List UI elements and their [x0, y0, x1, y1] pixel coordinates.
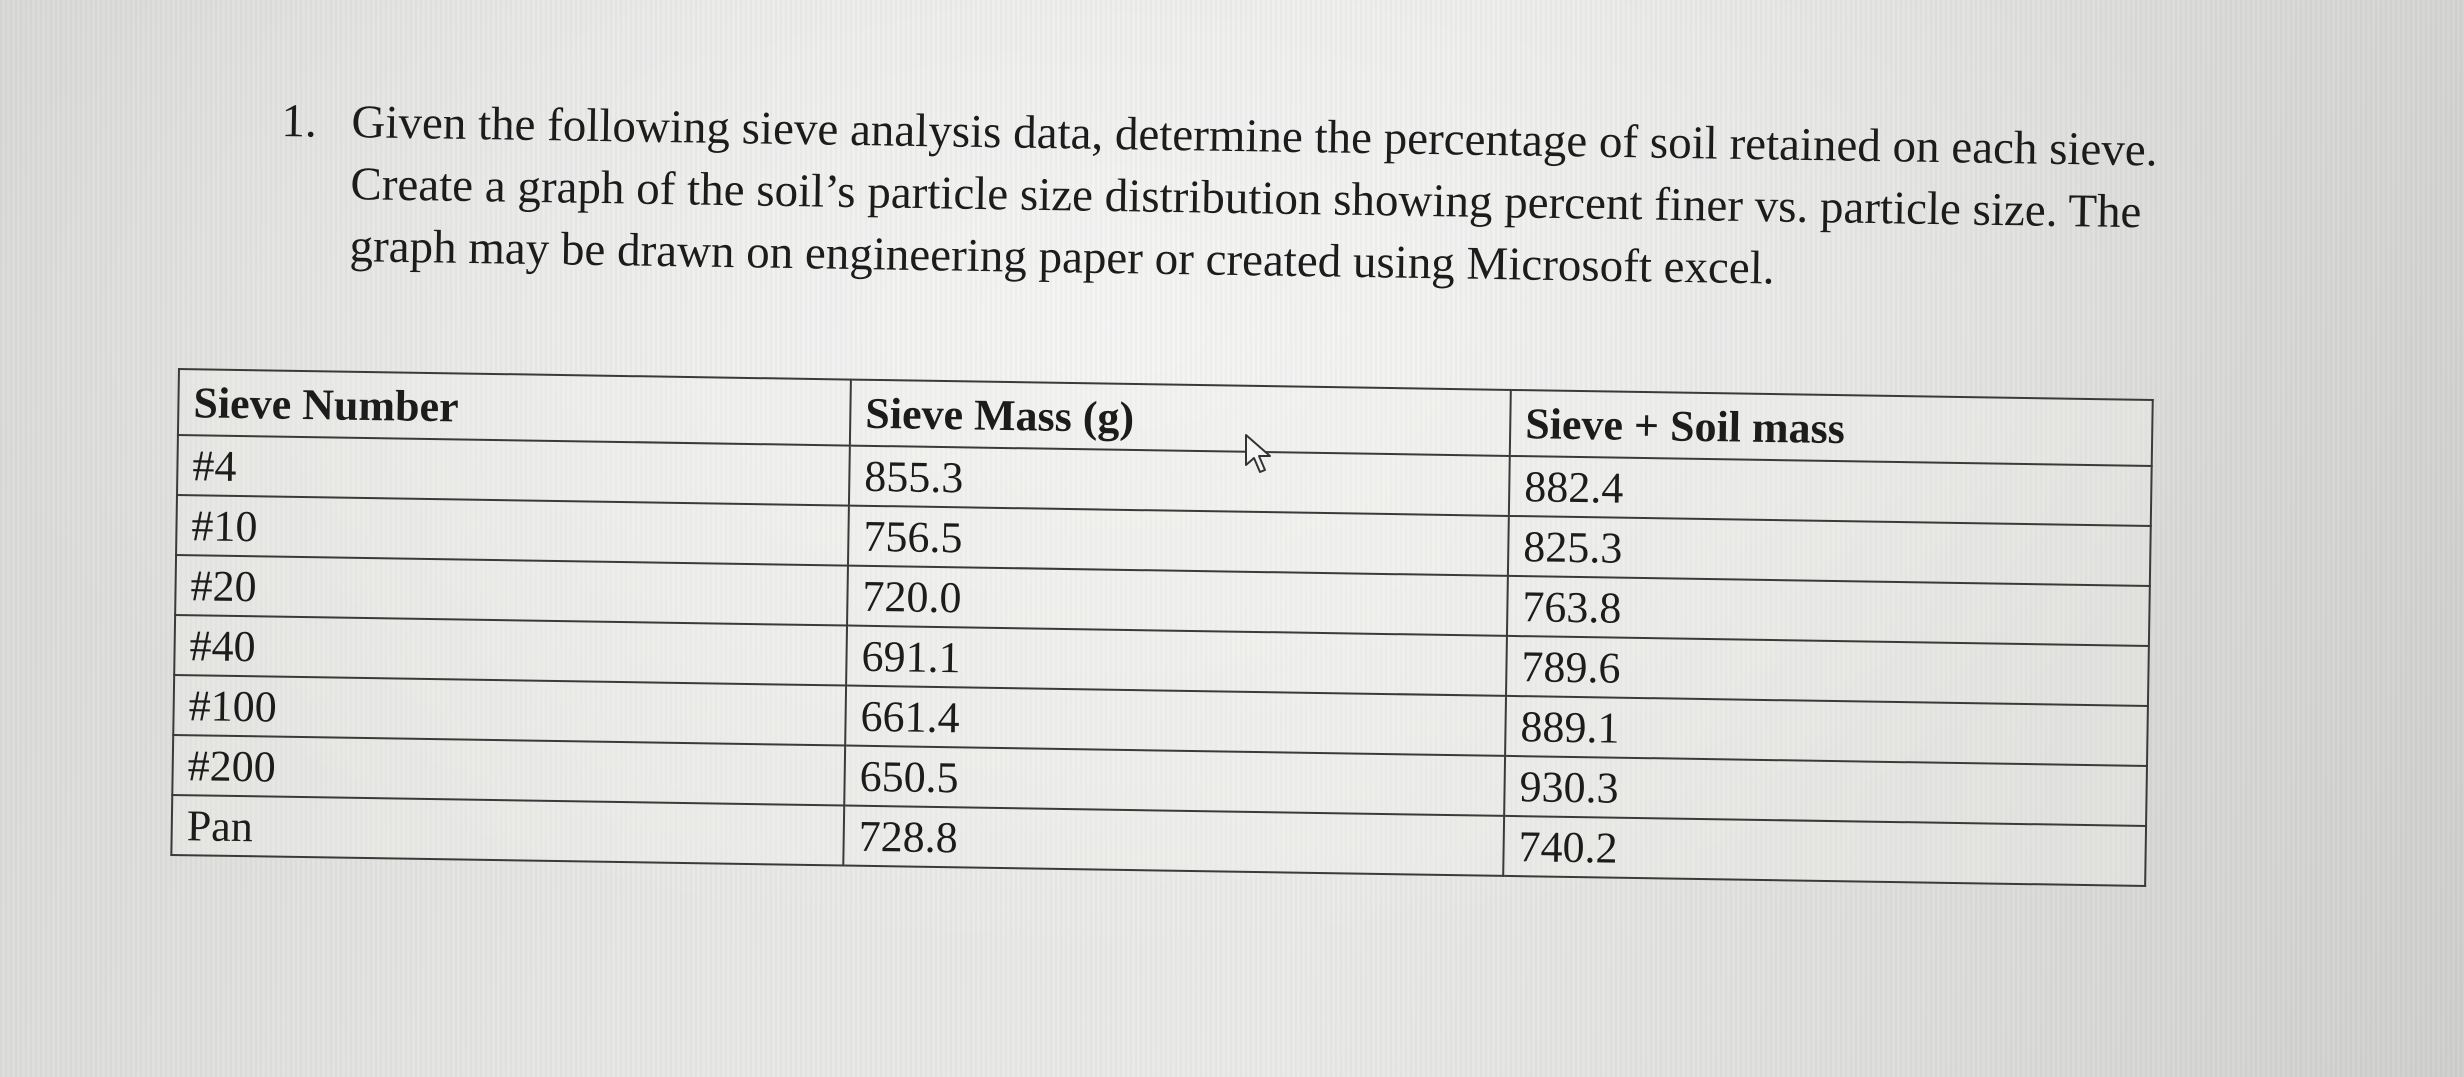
cell-sieve-mass: 756.5: [847, 505, 1509, 576]
cell-sieve-mass: 728.8: [843, 805, 1505, 876]
cell-sieve-soil-mass: 825.3: [1507, 515, 2151, 586]
pointer-arrow-icon: [1245, 434, 1271, 473]
cell-sieve-number: #40: [174, 614, 848, 686]
cell-sieve-number: #10: [176, 495, 849, 566]
cell-sieve-mass: 661.4: [845, 685, 1507, 756]
cell-sieve-mass: 650.5: [844, 745, 1506, 816]
header-sieve-number: Sieve Number: [177, 369, 851, 446]
cell-sieve-number: #20: [175, 554, 848, 626]
cell-sieve-mass: 855.3: [848, 445, 1510, 516]
header-sieve-mass: Sieve Mass (g): [849, 379, 1511, 456]
cell-sieve-soil-mass: 930.3: [1504, 755, 2147, 826]
sieve-table-container: Sieve Number Sieve Mass (g) Sieve + Soil…: [170, 368, 2154, 887]
question-number: 1.: [281, 94, 318, 148]
cell-sieve-soil-mass: 789.6: [1506, 635, 2149, 706]
question-text: Given the following sieve analysis data,…: [349, 96, 2158, 295]
cell-sieve-soil-mass: 882.4: [1508, 455, 2152, 527]
cell-sieve-number: #4: [177, 435, 850, 506]
cell-sieve-mass: 720.0: [847, 565, 1508, 636]
cell-sieve-soil-mass: 763.8: [1506, 575, 2150, 646]
header-sieve-soil-mass: Sieve + Soil mass: [1509, 389, 2153, 467]
cell-sieve-mass: 691.1: [846, 625, 1507, 696]
cell-sieve-number: #100: [173, 674, 847, 746]
sieve-data-table: Sieve Number Sieve Mass (g) Sieve + Soil…: [170, 368, 2154, 887]
cell-sieve-number: Pan: [171, 794, 845, 866]
cell-sieve-soil-mass: 740.2: [1503, 815, 2147, 886]
question-block: 1. Given the following sieve analysis da…: [279, 90, 2182, 306]
cell-sieve-soil-mass: 889.1: [1505, 695, 2148, 766]
cell-sieve-number: #200: [172, 734, 846, 806]
